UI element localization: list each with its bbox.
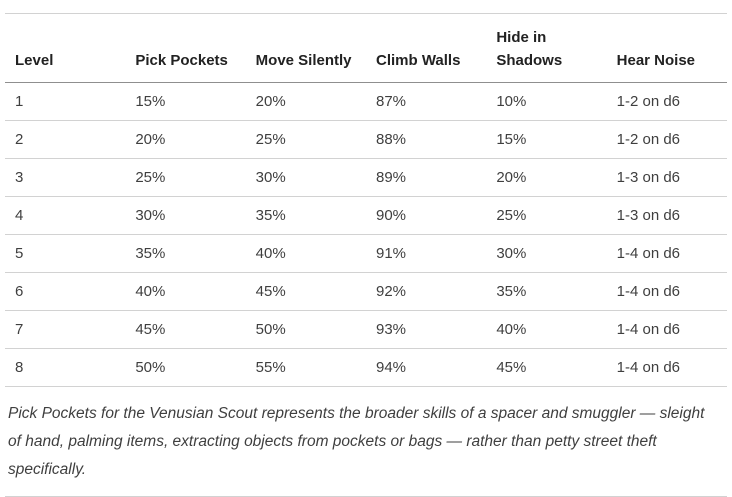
table-row: 1 15% 20% 87% 10% 1-2 on d6 xyxy=(5,82,727,121)
skill-table: Level Pick Pockets Move Silently Climb W… xyxy=(5,13,727,387)
table-cell: 55% xyxy=(245,348,366,387)
table-cell: 6 xyxy=(5,272,126,311)
table-cell: 40% xyxy=(245,234,366,273)
table-row: 7 45% 50% 93% 40% 1-4 on d6 xyxy=(5,310,727,349)
header-cell-pick-pockets: Pick Pockets xyxy=(125,13,246,83)
header-cell-move-silently: Move Silently xyxy=(245,13,366,83)
table-cell: 4 xyxy=(5,196,126,235)
table-cell: 5 xyxy=(5,234,126,273)
table-cell: 1-4 on d6 xyxy=(606,310,727,349)
table-cell: 25% xyxy=(245,120,366,159)
table-cell: 35% xyxy=(125,234,246,273)
table-cell: 20% xyxy=(125,120,246,159)
table-cell: 1-2 on d6 xyxy=(606,120,727,159)
table-cell: 30% xyxy=(245,158,366,197)
table-cell: 2 xyxy=(5,120,126,159)
table-row: 3 25% 30% 89% 20% 1-3 on d6 xyxy=(5,158,727,197)
table-cell: 93% xyxy=(365,310,487,349)
table-cell: 92% xyxy=(365,272,487,311)
table-cell: 40% xyxy=(125,272,246,311)
table-cell: 94% xyxy=(365,348,487,387)
table-cell: 45% xyxy=(125,310,246,349)
page: Level Pick Pockets Move Silently Climb W… xyxy=(0,13,732,497)
table-row: 4 30% 35% 90% 25% 1-3 on d6 xyxy=(5,196,727,235)
table-cell: 1-4 on d6 xyxy=(606,234,727,273)
table-cell: 15% xyxy=(486,120,607,159)
table-cell: 45% xyxy=(486,348,607,387)
header-cell-hear-noise: Hear Noise xyxy=(606,13,727,83)
table-cell: 20% xyxy=(486,158,607,197)
table-cell: 50% xyxy=(125,348,246,387)
table-cell: 1-3 on d6 xyxy=(606,158,727,197)
header-cell-climb-walls: Climb Walls xyxy=(365,13,487,83)
table-cell: 30% xyxy=(486,234,607,273)
table-header: Level Pick Pockets Move Silently Climb W… xyxy=(5,13,727,83)
table-cell: 35% xyxy=(486,272,607,311)
table-cell: 88% xyxy=(365,120,487,159)
table-row: 5 35% 40% 91% 30% 1-4 on d6 xyxy=(5,234,727,273)
table-row: 6 40% 45% 92% 35% 1-4 on d6 xyxy=(5,272,727,311)
table-row: 8 50% 55% 94% 45% 1-4 on d6 xyxy=(5,348,727,387)
table-cell: 25% xyxy=(125,158,246,197)
table-header-row: Level Pick Pockets Move Silently Climb W… xyxy=(5,13,727,83)
table-cell: 50% xyxy=(245,310,366,349)
table-cell: 91% xyxy=(365,234,487,273)
table-cell: 7 xyxy=(5,310,126,349)
footnote: Pick Pockets for the Venusian Scout repr… xyxy=(5,387,727,497)
table-cell: 25% xyxy=(486,196,607,235)
table-cell: 40% xyxy=(486,310,607,349)
table-cell: 15% xyxy=(125,82,246,121)
table-cell: 20% xyxy=(245,82,366,121)
table-body: 1 15% 20% 87% 10% 1-2 on d6 2 20% 25% 88% 15% 1-2 o… xyxy=(5,82,727,387)
table-cell: 90% xyxy=(365,196,487,235)
table-cell: 10% xyxy=(486,82,607,121)
table-row: 2 20% 25% 88% 15% 1-2 on d6 xyxy=(5,120,727,159)
table-cell: 1-4 on d6 xyxy=(606,348,727,387)
table-cell: 89% xyxy=(365,158,487,197)
table-cell: 3 xyxy=(5,158,126,197)
header-cell-hide-in-shadows: Hide in Shadows xyxy=(486,13,607,83)
table-cell: 35% xyxy=(245,196,366,235)
header-cell-level: Level xyxy=(5,13,126,83)
table-cell: 1-3 on d6 xyxy=(606,196,727,235)
table-cell: 1 xyxy=(5,82,126,121)
table-cell: 30% xyxy=(125,196,246,235)
table-cell: 8 xyxy=(5,348,126,387)
table-cell: 45% xyxy=(245,272,366,311)
table-cell: 1-2 on d6 xyxy=(606,82,727,121)
table-cell: 1-4 on d6 xyxy=(606,272,727,311)
table-cell: 87% xyxy=(365,82,487,121)
